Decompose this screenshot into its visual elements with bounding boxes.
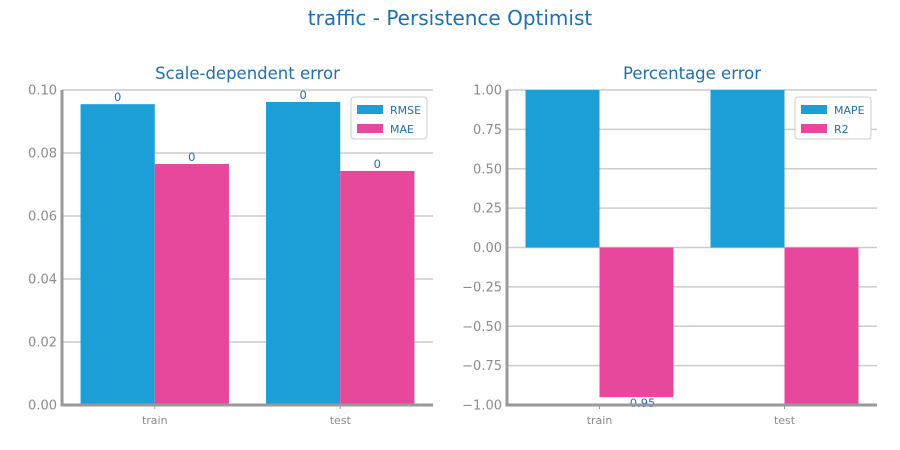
y-tick-label: −0.50 xyxy=(462,320,502,335)
figure-title: traffic - Persistence Optimist xyxy=(308,6,593,30)
legend-swatch xyxy=(801,105,827,114)
chart-scale-dependent-error: Scale-dependent error 0.00 0.02 0.04 0.06 0.0… xyxy=(28,64,433,427)
data-label: 0 xyxy=(374,157,381,171)
y-tick-label: −0.75 xyxy=(462,359,502,374)
y-tick-label: 0.75 xyxy=(473,123,502,138)
legend: MAPE R2 xyxy=(794,96,872,140)
data-label: 0 xyxy=(188,150,195,164)
x-tick-label: test xyxy=(330,414,352,427)
x-tick-label: train xyxy=(142,414,168,427)
y-tick-label: 1.00 xyxy=(473,84,502,99)
bar-mae-train xyxy=(154,164,229,405)
y-tick-label: 0.08 xyxy=(28,147,57,162)
y-tick-label: −1.00 xyxy=(462,399,502,414)
legend-swatch xyxy=(357,105,383,114)
y-tick-label: 0.02 xyxy=(28,336,57,351)
bar-r2-train xyxy=(599,247,674,398)
y-tick-label: 0.00 xyxy=(28,399,57,414)
bar-mape-train xyxy=(525,90,600,248)
y-tick-label: 0.10 xyxy=(28,84,57,99)
y-tick-label: 0.00 xyxy=(473,241,502,256)
chart-title: Scale-dependent error xyxy=(155,64,340,83)
y-tick-label: 0.06 xyxy=(28,210,57,225)
legend-swatch xyxy=(801,124,827,133)
bar-mae-test xyxy=(340,170,415,405)
legend-label: MAE xyxy=(390,123,414,136)
y-tick-label: 0.50 xyxy=(473,162,502,177)
bar-mape-test xyxy=(710,90,785,248)
chart-title: Percentage error xyxy=(623,64,761,83)
legend: RMSE MAE xyxy=(350,96,428,140)
y-tick-label: 0.04 xyxy=(28,273,57,288)
bar-r2-test xyxy=(784,247,859,405)
bar-rmse-train xyxy=(80,104,155,406)
chart-percentage-error: Percentage error −1.00 −0.75 −0.50 −0.25 0.00… xyxy=(462,64,877,427)
legend-label: R2 xyxy=(834,123,849,136)
x-tick-label: test xyxy=(774,414,796,427)
legend-label: RMSE xyxy=(390,104,421,117)
y-tick-label: −0.25 xyxy=(462,280,502,295)
x-tick-label: train xyxy=(587,414,613,427)
data-label: -0.95 xyxy=(626,396,656,410)
legend-swatch xyxy=(357,124,383,133)
data-label: 0 xyxy=(299,88,306,102)
data-label: 0 xyxy=(114,90,121,104)
y-tick-label: 0.25 xyxy=(473,202,502,217)
legend-label: MAPE xyxy=(834,104,865,117)
bar-rmse-test xyxy=(266,101,341,405)
